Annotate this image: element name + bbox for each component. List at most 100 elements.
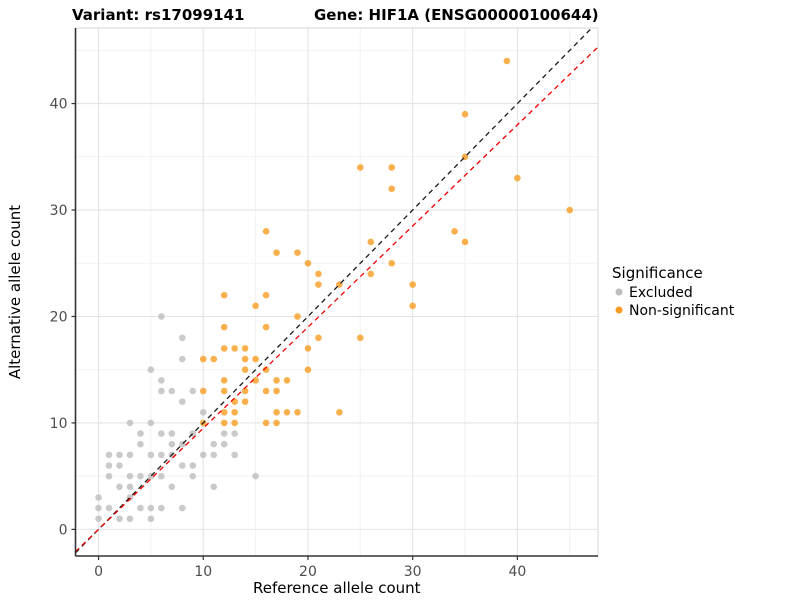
data-point-non-significant <box>273 249 280 256</box>
data-point-non-significant <box>262 366 270 374</box>
data-point-non-significant <box>388 259 396 267</box>
data-point-excluded <box>116 515 123 523</box>
data-point-non-significant <box>304 259 312 267</box>
data-point-non-significant <box>315 281 322 288</box>
data-point-excluded <box>137 440 144 448</box>
data-point-excluded <box>179 504 186 512</box>
data-point-non-significant <box>241 398 249 405</box>
data-point-excluded <box>147 451 155 459</box>
data-point-non-significant <box>367 238 375 246</box>
data-point-non-significant <box>262 419 270 427</box>
data-point-non-significant <box>231 408 238 416</box>
data-point-non-significant <box>315 334 322 342</box>
data-point-excluded <box>95 515 102 523</box>
identity-line <box>75 28 593 554</box>
data-point-excluded <box>189 472 197 480</box>
data-point-excluded <box>95 494 102 501</box>
data-point-non-significant <box>566 206 574 214</box>
data-point-non-significant <box>283 377 291 384</box>
data-point-excluded <box>158 377 165 384</box>
data-point-excluded <box>147 504 155 512</box>
data-point-non-significant <box>294 313 301 320</box>
data-point-non-significant <box>294 249 301 256</box>
data-point-non-significant <box>451 228 458 235</box>
data-point-non-significant <box>241 355 249 363</box>
data-point-non-significant <box>304 345 312 352</box>
y-tick-label: 30 <box>50 203 68 219</box>
data-point-excluded <box>199 451 207 459</box>
data-point-excluded <box>105 451 113 459</box>
data-point-excluded <box>199 408 207 416</box>
data-point-non-significant <box>231 419 238 427</box>
data-point-non-significant <box>262 387 270 395</box>
x-tick-label: 10 <box>194 564 212 580</box>
data-point-non-significant <box>304 366 312 374</box>
y-tick-label: 40 <box>50 97 68 113</box>
x-tick-label: 40 <box>508 564 526 580</box>
data-point-excluded <box>179 462 186 469</box>
data-point-non-significant <box>273 377 280 384</box>
data-point-non-significant <box>409 302 416 310</box>
data-point-non-significant <box>220 408 228 416</box>
data-point-non-significant <box>461 110 469 118</box>
data-point-non-significant <box>220 323 228 331</box>
data-point-excluded <box>252 472 259 480</box>
variant-title: Variant: rs17099141 <box>72 6 245 24</box>
data-point-excluded <box>168 387 176 395</box>
data-point-excluded <box>147 366 155 374</box>
data-point-non-significant <box>241 345 249 352</box>
data-point-excluded <box>116 451 123 459</box>
data-point-excluded <box>179 334 186 342</box>
data-point-excluded <box>137 472 144 480</box>
data-point-non-significant <box>262 323 270 331</box>
legend-title: Significance <box>612 264 703 282</box>
legend-swatch-non-significant <box>615 306 623 314</box>
data-point-excluded <box>158 313 165 320</box>
legend-swatch-excluded <box>615 288 623 296</box>
data-point-excluded <box>168 430 176 437</box>
data-point-non-significant <box>461 238 469 246</box>
data-point-excluded <box>168 440 176 448</box>
data-point-non-significant <box>503 57 511 65</box>
data-point-excluded <box>158 430 165 437</box>
data-point-excluded <box>210 483 218 491</box>
data-point-non-significant <box>199 355 207 363</box>
legend-label-non-significant: Non-significant <box>629 303 735 319</box>
data-point-non-significant <box>220 291 228 299</box>
data-point-non-significant <box>336 408 343 416</box>
data-point-excluded <box>105 504 113 512</box>
data-point-excluded <box>137 504 144 512</box>
data-point-excluded <box>210 440 218 448</box>
data-point-excluded <box>231 451 238 459</box>
data-point-excluded <box>158 472 165 480</box>
y-tick-label: 20 <box>50 309 68 325</box>
x-tick-label: 0 <box>94 564 103 580</box>
data-point-non-significant <box>283 408 291 416</box>
data-point-non-significant <box>388 185 396 193</box>
data-point-excluded <box>147 515 155 523</box>
data-point-non-significant <box>241 387 249 395</box>
x-tick-label: 30 <box>404 564 422 580</box>
data-point-excluded <box>105 462 113 469</box>
data-point-excluded <box>220 430 228 437</box>
data-point-non-significant <box>315 270 322 278</box>
data-point-excluded <box>116 483 123 491</box>
data-point-excluded <box>95 504 102 512</box>
data-point-excluded <box>126 483 134 491</box>
data-point-non-significant <box>357 164 364 171</box>
legend-label-excluded: Excluded <box>629 285 693 301</box>
data-point-excluded <box>116 462 123 469</box>
data-point-non-significant <box>273 408 280 416</box>
data-point-excluded <box>147 419 155 427</box>
data-point-non-significant <box>388 164 396 171</box>
data-point-excluded <box>105 472 113 480</box>
data-point-excluded <box>189 387 197 395</box>
data-point-non-significant <box>262 291 270 299</box>
data-point-non-significant <box>262 228 270 235</box>
data-point-excluded <box>158 504 165 512</box>
data-point-non-significant <box>220 387 228 395</box>
data-point-excluded <box>179 398 186 405</box>
data-point-non-significant <box>220 419 228 427</box>
